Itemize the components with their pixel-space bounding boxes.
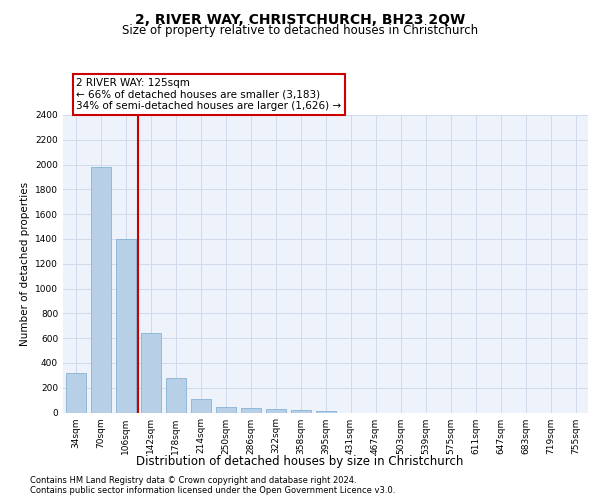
Text: Contains HM Land Registry data © Crown copyright and database right 2024.: Contains HM Land Registry data © Crown c… <box>30 476 356 485</box>
Bar <box>91 167 110 412</box>
Bar <box>241 408 260 412</box>
Bar <box>191 400 211 412</box>
Bar <box>166 378 185 412</box>
Bar <box>265 409 286 412</box>
Y-axis label: Number of detached properties: Number of detached properties <box>20 182 29 346</box>
Text: Contains public sector information licensed under the Open Government Licence v3: Contains public sector information licen… <box>30 486 395 495</box>
Bar <box>290 410 311 412</box>
Text: Size of property relative to detached houses in Christchurch: Size of property relative to detached ho… <box>122 24 478 37</box>
Bar <box>65 373 86 412</box>
Bar <box>140 333 161 412</box>
Text: Distribution of detached houses by size in Christchurch: Distribution of detached houses by size … <box>136 455 464 468</box>
Bar <box>115 239 136 412</box>
Text: 2 RIVER WAY: 125sqm
← 66% of detached houses are smaller (3,183)
34% of semi-det: 2 RIVER WAY: 125sqm ← 66% of detached ho… <box>76 78 341 112</box>
Bar <box>215 407 235 412</box>
Bar <box>316 411 335 412</box>
Text: 2, RIVER WAY, CHRISTCHURCH, BH23 2QW: 2, RIVER WAY, CHRISTCHURCH, BH23 2QW <box>135 12 465 26</box>
